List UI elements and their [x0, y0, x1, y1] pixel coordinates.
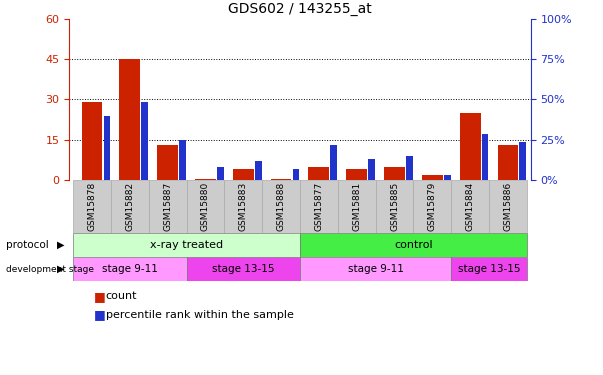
Text: ▶: ▶: [57, 240, 65, 250]
Text: GSM15888: GSM15888: [277, 182, 286, 231]
Bar: [224, 180, 262, 232]
Text: GSM15881: GSM15881: [352, 182, 361, 231]
Bar: [330, 145, 337, 180]
Text: ▶: ▶: [57, 264, 65, 274]
Text: GSM15877: GSM15877: [314, 182, 323, 231]
Text: control: control: [394, 240, 433, 250]
Bar: [157, 145, 178, 180]
Bar: [111, 180, 149, 232]
Text: stage 13-15: stage 13-15: [212, 264, 274, 274]
Bar: [195, 178, 216, 180]
Bar: [73, 180, 111, 232]
Bar: [292, 169, 300, 180]
Text: GSM15885: GSM15885: [390, 182, 399, 231]
Text: development stage: development stage: [6, 265, 94, 274]
Text: ■: ■: [93, 309, 105, 321]
Bar: [368, 159, 375, 180]
Text: GSM15878: GSM15878: [87, 182, 96, 231]
Bar: [482, 134, 488, 180]
Bar: [451, 257, 527, 281]
Text: GSM15882: GSM15882: [125, 182, 134, 231]
Bar: [300, 180, 338, 232]
Bar: [338, 180, 376, 232]
Bar: [497, 145, 519, 180]
Text: GSM15879: GSM15879: [428, 182, 437, 231]
Text: protocol: protocol: [6, 240, 49, 250]
Bar: [271, 178, 291, 180]
Bar: [300, 232, 527, 257]
Bar: [119, 59, 140, 180]
Bar: [262, 180, 300, 232]
Bar: [520, 142, 526, 180]
Bar: [73, 257, 186, 281]
Text: GSM15886: GSM15886: [504, 182, 513, 231]
Bar: [444, 175, 450, 180]
Bar: [186, 257, 300, 281]
Bar: [309, 166, 329, 180]
Bar: [141, 102, 148, 180]
Bar: [376, 180, 414, 232]
Title: GDS602 / 143255_at: GDS602 / 143255_at: [228, 2, 372, 16]
Bar: [451, 180, 489, 232]
Bar: [422, 175, 443, 180]
Text: GSM15887: GSM15887: [163, 182, 172, 231]
Text: count: count: [106, 291, 137, 301]
Bar: [179, 140, 186, 180]
Bar: [459, 113, 481, 180]
Bar: [81, 102, 103, 180]
Text: stage 9-11: stage 9-11: [348, 264, 403, 274]
Text: x-ray treated: x-ray treated: [150, 240, 223, 250]
Text: percentile rank within the sample: percentile rank within the sample: [106, 310, 294, 320]
Bar: [73, 232, 300, 257]
Bar: [300, 257, 451, 281]
Text: stage 13-15: stage 13-15: [458, 264, 520, 274]
Bar: [414, 180, 451, 232]
Bar: [233, 169, 254, 180]
Text: stage 9-11: stage 9-11: [102, 264, 158, 274]
Text: GSM15883: GSM15883: [239, 182, 248, 231]
Bar: [384, 166, 405, 180]
Bar: [489, 180, 527, 232]
Text: ■: ■: [93, 290, 105, 303]
Bar: [406, 156, 413, 180]
Text: GSM15880: GSM15880: [201, 182, 210, 231]
Bar: [104, 116, 110, 180]
Bar: [217, 166, 224, 180]
Bar: [149, 180, 186, 232]
Bar: [186, 180, 224, 232]
Bar: [346, 169, 367, 180]
Bar: [255, 161, 262, 180]
Text: GSM15884: GSM15884: [466, 182, 475, 231]
